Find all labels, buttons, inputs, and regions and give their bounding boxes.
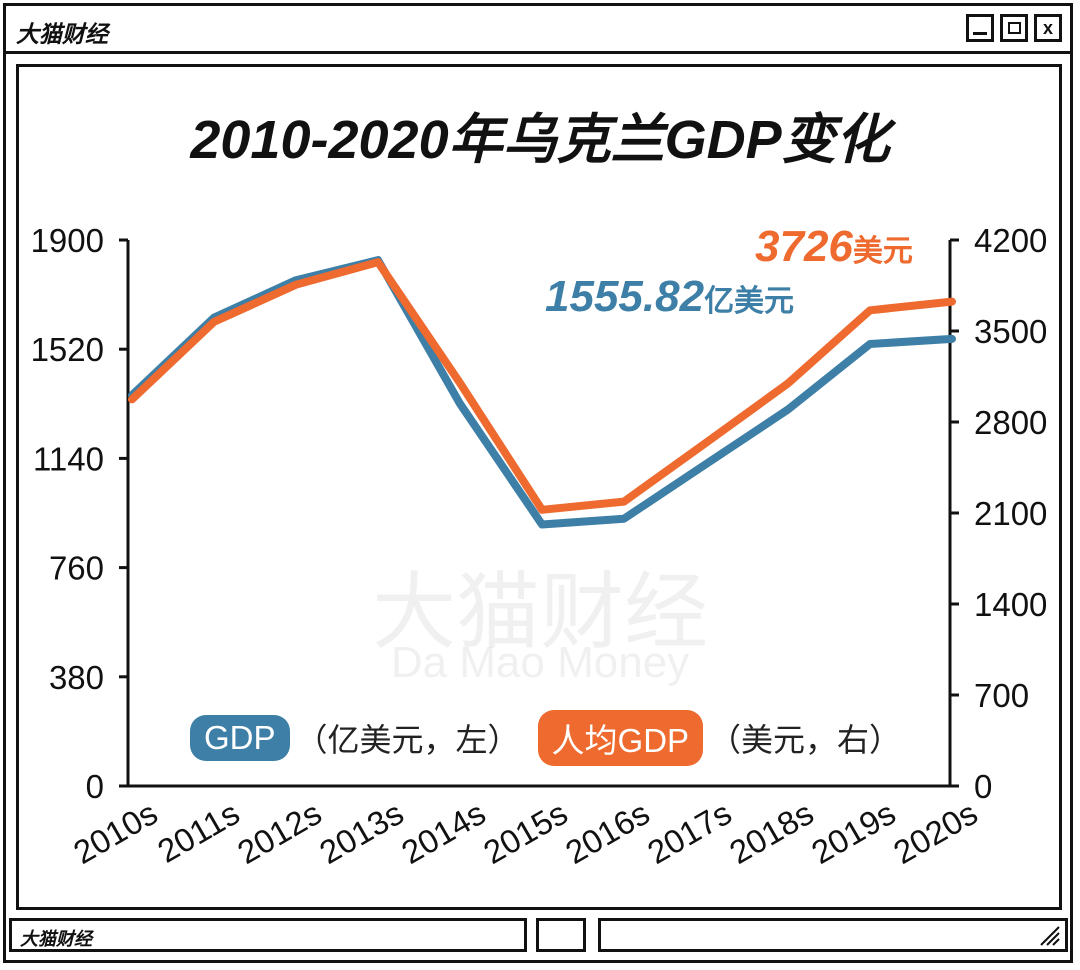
chart-panel (16, 64, 1062, 910)
x-tick-label: 2015s (477, 794, 573, 871)
y-left-tick-label: 0 (86, 768, 104, 805)
x-tick-label: 2020s (887, 794, 983, 871)
y-right-tick-label: 1400 (974, 586, 1047, 623)
per-capita-annotation: 3726美元 (755, 222, 913, 272)
gdp-unit: 亿美元 (704, 285, 795, 318)
title-bar: 大猫财经 x (6, 6, 1070, 54)
close-icon: x (1042, 17, 1053, 38)
status-bar: 大猫财经 (6, 908, 1070, 960)
x-tick-label: 2012s (231, 794, 327, 871)
x-tick-label: 2011s (151, 794, 245, 870)
app-window: 大猫财经 x 大猫财经 (3, 3, 1073, 963)
gdp-value: 1555.82 (545, 272, 705, 321)
y-left-tick-label: 1520 (31, 331, 104, 368)
chart-legend: GDP （亿美元，左） 人均GDP （美元，右） (190, 710, 919, 766)
resize-grip-icon[interactable] (1037, 923, 1061, 947)
y-right-tick-label: 3500 (974, 313, 1047, 350)
legend-pc-chip: 人均GDP (537, 710, 704, 766)
y-left-tick-label: 380 (49, 659, 104, 696)
x-tick-label: 2016s (559, 794, 655, 871)
y-left-tick-label: 760 (49, 550, 104, 587)
y-right-tick-label: 700 (974, 677, 1029, 714)
legend-pc-desc: （美元，右） (709, 722, 902, 758)
legend-gdp-desc: （亿美元，左） (295, 722, 520, 758)
y-right-tick-label: 4200 (974, 222, 1047, 259)
gdp-annotation: 1555.82亿美元 (545, 272, 794, 322)
y-left-tick-label: 1140 (33, 440, 104, 477)
close-button[interactable]: x (1034, 14, 1062, 42)
per-capita-value: 3726 (755, 222, 853, 271)
x-tick-label: 2018s (723, 794, 819, 871)
status-field-small (536, 918, 586, 952)
maximize-icon (1007, 22, 1021, 34)
window-brand: 大猫财经 (16, 21, 108, 47)
x-tick-label: 2017s (641, 794, 737, 871)
chart-title: 2010-2020年乌克兰GDP变化 (190, 110, 890, 170)
minimize-icon (973, 31, 987, 35)
y-right-tick-label: 0 (974, 768, 992, 805)
x-tick-label: 2019s (805, 794, 901, 871)
window-controls: x (966, 14, 1062, 42)
x-tick-label: 2013s (313, 794, 409, 871)
legend-gdp-chip: GDP (190, 715, 290, 761)
x-tick-label: 2010s (67, 794, 163, 871)
y-right-tick-label: 2100 (974, 495, 1047, 532)
series-line-per-capita (128, 258, 956, 514)
status-brand: 大猫财经 (20, 929, 92, 949)
x-tick-label: 2014s (395, 794, 491, 871)
status-field-right (598, 918, 1068, 952)
maximize-button[interactable] (1000, 14, 1028, 42)
y-left-tick-label: 1900 (31, 222, 104, 259)
per-capita-unit: 美元 (852, 235, 913, 268)
y-right-tick-label: 2800 (974, 404, 1047, 441)
minimize-button[interactable] (966, 14, 994, 42)
status-field-brand: 大猫财经 (9, 918, 527, 952)
